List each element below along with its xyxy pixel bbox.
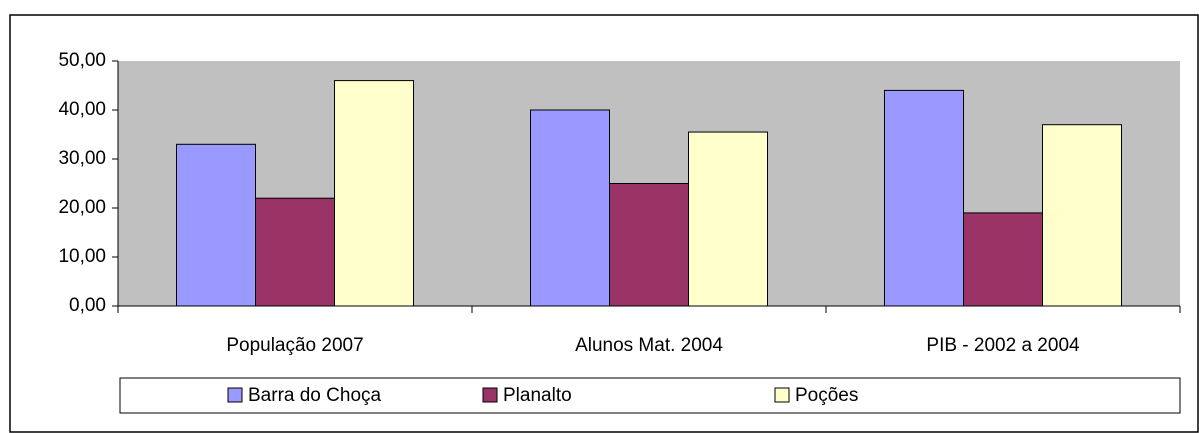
- y-tick-label: 20,00: [58, 197, 106, 218]
- legend-swatch: [227, 387, 243, 403]
- bar: [255, 197, 335, 307]
- bar: [884, 89, 964, 307]
- legend-swatch: [482, 387, 498, 403]
- x-tick-label: Alunos Mat. 2004: [575, 335, 723, 356]
- legend-label: Planalto: [503, 385, 572, 406]
- y-tick-label: 0,00: [69, 295, 106, 316]
- bar: [609, 183, 689, 307]
- bar: [963, 212, 1043, 307]
- bar: [176, 143, 256, 307]
- y-tick-label: 10,00: [58, 246, 106, 267]
- x-tick-label: PIB - 2002 a 2004: [926, 335, 1080, 356]
- x-tick-label: População 2007: [226, 335, 363, 356]
- bar: [1042, 124, 1122, 307]
- legend: [119, 377, 1181, 414]
- y-tick-label: 30,00: [58, 148, 106, 169]
- legend-label: Poções: [795, 385, 858, 406]
- bar: [334, 80, 414, 307]
- legend-swatch: [774, 387, 790, 403]
- bar: [688, 131, 768, 307]
- legend-label: Barra do Choça: [248, 385, 382, 406]
- y-tick-label: 50,00: [58, 50, 106, 71]
- y-tick-label: 40,00: [58, 99, 106, 120]
- bar: [530, 109, 610, 307]
